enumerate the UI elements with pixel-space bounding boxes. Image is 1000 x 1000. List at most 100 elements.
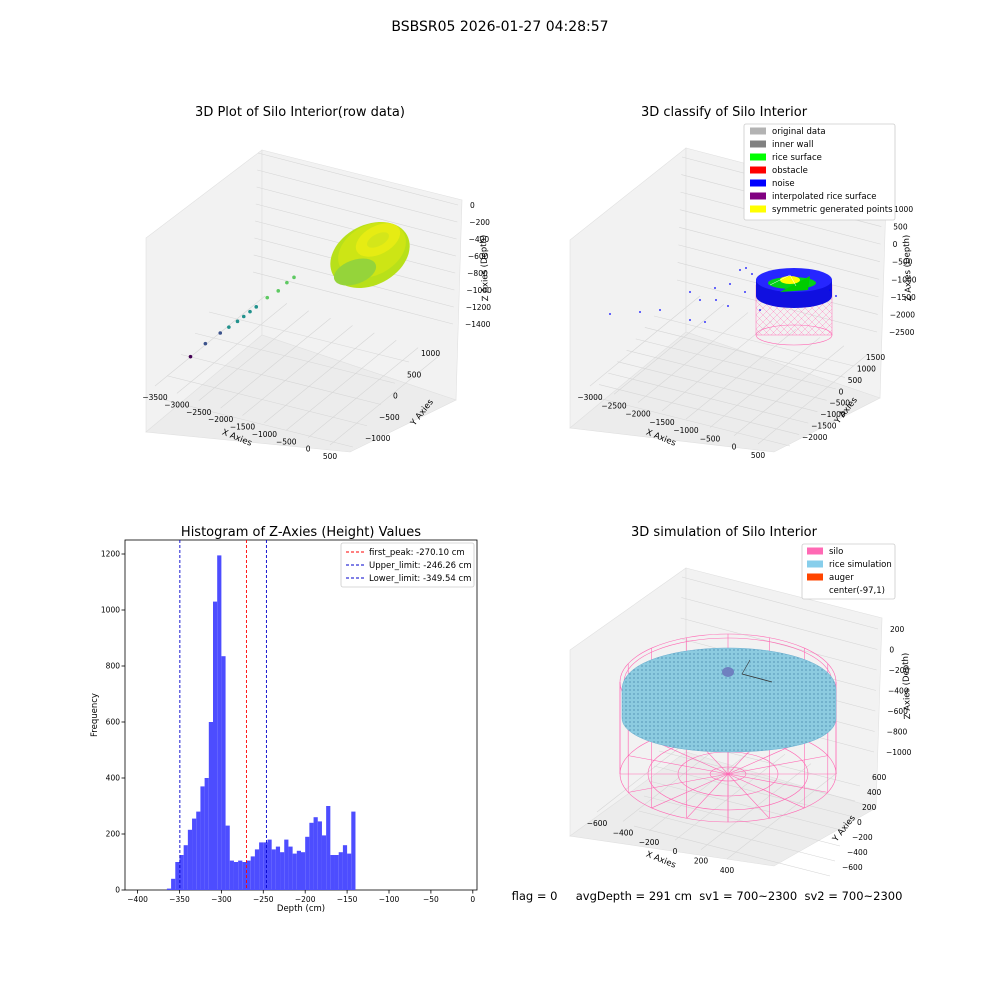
hist-bar	[217, 555, 222, 890]
plot4-legend-label: rice simulation	[829, 560, 892, 570]
p2-ytick: −1500	[811, 422, 837, 431]
p2-xtick: −2500	[601, 401, 627, 410]
hist-xticks: −400 −350 −300 −250 −200 −150 −100 −50 0	[127, 890, 475, 904]
p1-xtick: −1000	[252, 430, 278, 439]
plot2-noise-point	[704, 321, 706, 323]
hist-ylabel: Frequency	[90, 693, 100, 737]
plot2-noise-point	[729, 283, 731, 285]
p4-xtick: −400	[613, 828, 634, 837]
plot2-zlabel: Z Axies (Depth)	[902, 235, 914, 302]
p4-ytick: 600	[872, 773, 887, 782]
hist-bar	[351, 811, 356, 890]
hist-legend-label: Upper_limit: -246.26 cm	[369, 561, 472, 571]
p2-ytick: 0	[839, 387, 844, 396]
plot2-noise-point	[609, 313, 611, 315]
hist-xtick-label: −200	[295, 895, 316, 904]
p1-ytick: 500	[407, 370, 422, 379]
hist-bar	[334, 855, 339, 890]
plot4-zlabel: Z Axies (Depth)	[901, 653, 913, 720]
p1-ztick: 0	[470, 201, 475, 210]
plot2-title: 3D classify of Silo Interior	[641, 105, 808, 120]
plot4-legend-label: center(-97,1)	[829, 586, 885, 596]
plot1-point	[235, 319, 240, 324]
hist-ytick-label: 0	[115, 886, 120, 895]
plot4-title: 3D simulation of Silo Interior	[631, 525, 818, 540]
p2-ytick: 1000	[857, 364, 876, 373]
plot1-point	[203, 341, 208, 346]
hist-bar	[213, 601, 218, 890]
plot1-zlabel: Z Axies (Depth)	[479, 235, 491, 302]
hist-bar	[250, 856, 255, 890]
p4-ztick: −600	[887, 707, 908, 716]
p1-xtick: −1500	[230, 423, 256, 432]
p4-ztick: −400	[888, 687, 909, 696]
plot2-legend-label: obstacle	[772, 166, 808, 176]
hist-bar	[321, 835, 327, 890]
hist-bar	[175, 862, 180, 890]
hist-bar	[271, 849, 276, 890]
plot1-point	[218, 331, 223, 335]
hist-xtick-label: −100	[379, 895, 400, 904]
hist-bar	[296, 850, 301, 890]
plot1-point	[248, 309, 252, 314]
hist-legend-label: first_peak: -270.10 cm	[369, 548, 465, 558]
p4-xtick: 200	[694, 857, 709, 866]
plot2-noise-point	[714, 287, 716, 289]
plot2-noise-point	[699, 299, 701, 301]
plot2-legend-swatch	[750, 166, 766, 174]
plot1-point	[265, 295, 270, 300]
plot2-scatter-noise	[609, 267, 837, 323]
hist-bar	[267, 839, 272, 890]
hist-bar	[313, 817, 318, 890]
p4-ztick: −200	[889, 666, 910, 675]
hist-bar	[192, 818, 197, 890]
p1-xtick: −2500	[186, 408, 212, 417]
p1-ztick: −800	[467, 269, 488, 278]
hist-bar	[292, 853, 297, 890]
plot2-noise-point	[751, 273, 753, 275]
hist-xtick-label: −250	[253, 895, 274, 904]
p4-ztick: 200	[890, 625, 905, 634]
hist-ytick-label: 400	[106, 774, 121, 783]
p4-ytick: 0	[857, 818, 862, 827]
plot2-noise-point	[689, 291, 691, 293]
hist-bar	[326, 806, 331, 890]
status-line: flag = 0 avgDepth = 291 cm sv1 = 700~230…	[512, 889, 903, 903]
p4-ztick: −800	[887, 728, 908, 737]
p4-xtick: 0	[673, 847, 678, 856]
hist-bars	[166, 555, 356, 890]
p1-xtick: −2000	[208, 415, 234, 424]
hist-xtick-label: −400	[127, 895, 148, 904]
hist-ytick-label: 1200	[101, 550, 120, 559]
p4-ztick: 0	[889, 646, 894, 655]
plot2-legend: original data inner wall rice surface obsta…	[743, 123, 896, 221]
hist-legend: first_peak: -270.10 cm Upper_limit: -246.…	[340, 542, 475, 588]
plot1-point	[285, 280, 289, 285]
p4-ytick: 400	[867, 788, 882, 797]
plot2-noise-point	[727, 305, 729, 307]
hist-bar	[301, 852, 306, 890]
p2-ytick: −2000	[802, 433, 828, 442]
hist-bar	[347, 853, 352, 890]
hist-bar	[330, 855, 335, 890]
plot2-noise-point	[689, 319, 691, 321]
hist-xlabel: Depth (cm)	[277, 904, 325, 914]
plot2-noise-point	[744, 291, 746, 293]
hist-bar	[166, 888, 172, 890]
hist-xtick-label: −50	[423, 895, 439, 904]
plot1-point	[241, 314, 246, 319]
p2-ztick: −2000	[890, 310, 916, 319]
plot2-legend-label: noise	[772, 179, 795, 189]
hist-bar	[242, 862, 247, 890]
hist-bar	[196, 811, 201, 890]
p1-ztick: −1200	[466, 303, 492, 312]
plot2-legend-swatch	[750, 179, 766, 187]
hist-bar	[171, 878, 176, 890]
p2-ytick: 500	[848, 376, 863, 385]
plot2-noise-point	[715, 299, 717, 301]
p2-xtick: −1000	[673, 426, 699, 435]
plot2-noise-point	[759, 309, 761, 311]
p2-ztick: −1500	[890, 293, 916, 302]
